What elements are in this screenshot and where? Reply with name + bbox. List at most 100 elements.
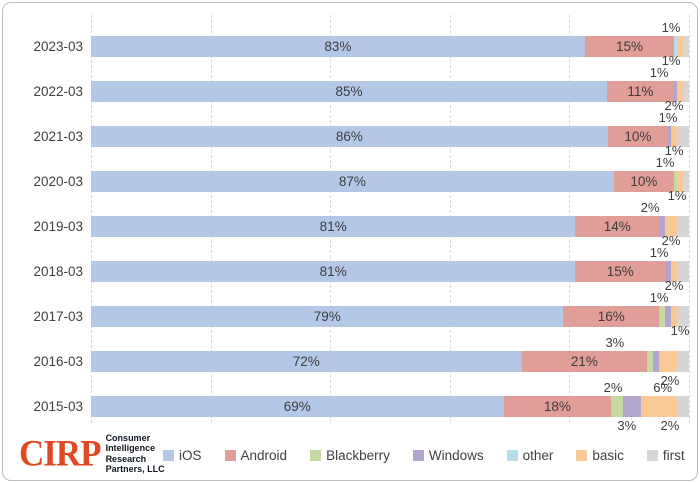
bar-segment-first (677, 306, 689, 327)
category-label: 2021-03 (33, 129, 83, 144)
segment-value-label: 14% (603, 219, 631, 234)
legend-item-blackberry: Blackberry (310, 448, 390, 463)
bar-segment-ios: 81% (91, 216, 576, 237)
legend-swatch-icon (224, 449, 236, 461)
bar-segment-ios: 83% (91, 36, 585, 57)
cirp-logo: CIRP Consumer Intelligence Research Part… (19, 433, 165, 474)
segment-value-label: 83% (324, 39, 352, 54)
cirp-logo-line: Research (105, 453, 147, 464)
bar-segment-first (677, 351, 689, 372)
category-label: 2017-03 (33, 309, 83, 324)
bar-segment-android: 10% (607, 126, 668, 147)
segment-value-label: 15% (606, 264, 634, 279)
bar-segment-basic (676, 171, 683, 192)
segment-callout-label: 1% (664, 143, 684, 158)
category-label: 2018-03 (33, 264, 83, 279)
bar-segment-windows (667, 126, 671, 147)
legend-item-basic: basic (576, 448, 624, 463)
bar-segment-basic (641, 396, 678, 417)
segment-callout-label: 2% (640, 200, 660, 215)
bar-segment-first (682, 171, 689, 192)
legend-item-windows: Windows (412, 448, 484, 463)
bar-segment-first (677, 261, 689, 282)
legend-swatch-icon (576, 449, 588, 461)
legend-swatch-icon (412, 449, 424, 461)
segment-callout-label: 1% (649, 290, 669, 305)
bar-segment-android: 21% (521, 351, 648, 372)
bar-segment-blackberry (611, 396, 624, 417)
category-label: 2022-03 (33, 84, 83, 99)
cirp-logo-line: Partners, LLC (105, 464, 165, 475)
bar-segment-windows (665, 261, 672, 282)
category-label: 2019-03 (33, 219, 83, 234)
segment-value-label: 10% (624, 129, 652, 144)
bar-segment-basic (665, 216, 678, 237)
bar-segment-ios: 86% (91, 126, 608, 147)
segment-value-label: 11% (627, 84, 654, 99)
bar-segment-ios: 72% (91, 351, 522, 372)
bar-segment-basic (659, 351, 678, 372)
bar-segment-first (676, 126, 689, 147)
segment-callout-label: 2% (664, 98, 684, 113)
cirp-logo-line: Consumer (105, 433, 151, 443)
legend-item-ios: iOS (163, 448, 202, 463)
segment-callout-label: 3% (617, 418, 637, 433)
segment-value-label: 69% (283, 399, 311, 414)
segment-value-label: 15% (615, 39, 643, 54)
bar-segment-android: 10% (613, 171, 674, 192)
segment-callout-label: 6% (653, 380, 673, 395)
segment-value-label: 87% (338, 174, 366, 189)
category-label: 2020-03 (33, 174, 83, 189)
bar-segment-blackberry (673, 171, 677, 192)
bar-segment-windows (659, 216, 666, 237)
segment-callout-label: 1% (649, 65, 669, 80)
segment-value-label: 81% (319, 264, 347, 279)
legend-label: Android (240, 447, 288, 463)
cirp-logo-text: Consumer Intelligence Research Partners,… (106, 433, 165, 474)
segment-callout-label: 1% (658, 110, 678, 125)
segment-callout-label: 1% (670, 323, 690, 338)
legend-label: Blackberry (326, 447, 390, 463)
bar-segment-windows (673, 81, 677, 102)
legend-item-android: Android (224, 447, 288, 463)
segment-callout-label: 3% (605, 335, 625, 350)
bar-segment-android: 18% (503, 396, 612, 417)
bar-segment-windows (653, 351, 660, 372)
bar-segment-ios: 81% (91, 261, 576, 282)
segment-value-label: 10% (630, 174, 658, 189)
legend-swatch-icon (646, 449, 658, 461)
segment-callout-label: 1% (649, 245, 669, 260)
bar-segment-first (683, 36, 689, 57)
segment-callout-label: 2% (660, 418, 680, 433)
bar-segment-windows (665, 306, 672, 327)
bar-segment-basic (671, 306, 678, 327)
category-label: 2023-03 (33, 39, 83, 54)
segment-callout-label: 2% (660, 373, 680, 388)
cirp-logo-line: Intelligence (105, 443, 156, 454)
bar-segment-other (674, 36, 678, 57)
bar-segment-ios: 69% (91, 396, 504, 417)
bar-segment-android: 16% (563, 306, 660, 327)
bar-segment-blackberry (659, 306, 666, 327)
cirp-logo-word: CIRP (19, 432, 102, 474)
bar-segment-android: 15% (575, 261, 666, 282)
legend-item-other: other (506, 447, 554, 463)
bar-segment-ios: 79% (91, 306, 564, 327)
segment-value-label: 85% (335, 84, 363, 99)
segment-callout-label: 1% (661, 20, 681, 35)
segment-value-label: 79% (313, 309, 341, 324)
legend-item-first: first (646, 448, 685, 463)
bar-segment-basic (670, 126, 677, 147)
legend-label: iOS (179, 447, 202, 463)
segment-callout-label: 1% (667, 188, 687, 203)
bar-segment-first (677, 216, 689, 237)
segment-value-label: 81% (319, 219, 347, 234)
legend-label: other (522, 447, 554, 463)
segment-callout-label: 2% (664, 278, 684, 293)
legend-swatch-icon (310, 449, 322, 461)
bar-segment-ios: 85% (91, 81, 608, 102)
chart-legend: iOS Android Blackberry Windows other basic fir… (163, 444, 685, 466)
bar-segment-basic (671, 261, 678, 282)
